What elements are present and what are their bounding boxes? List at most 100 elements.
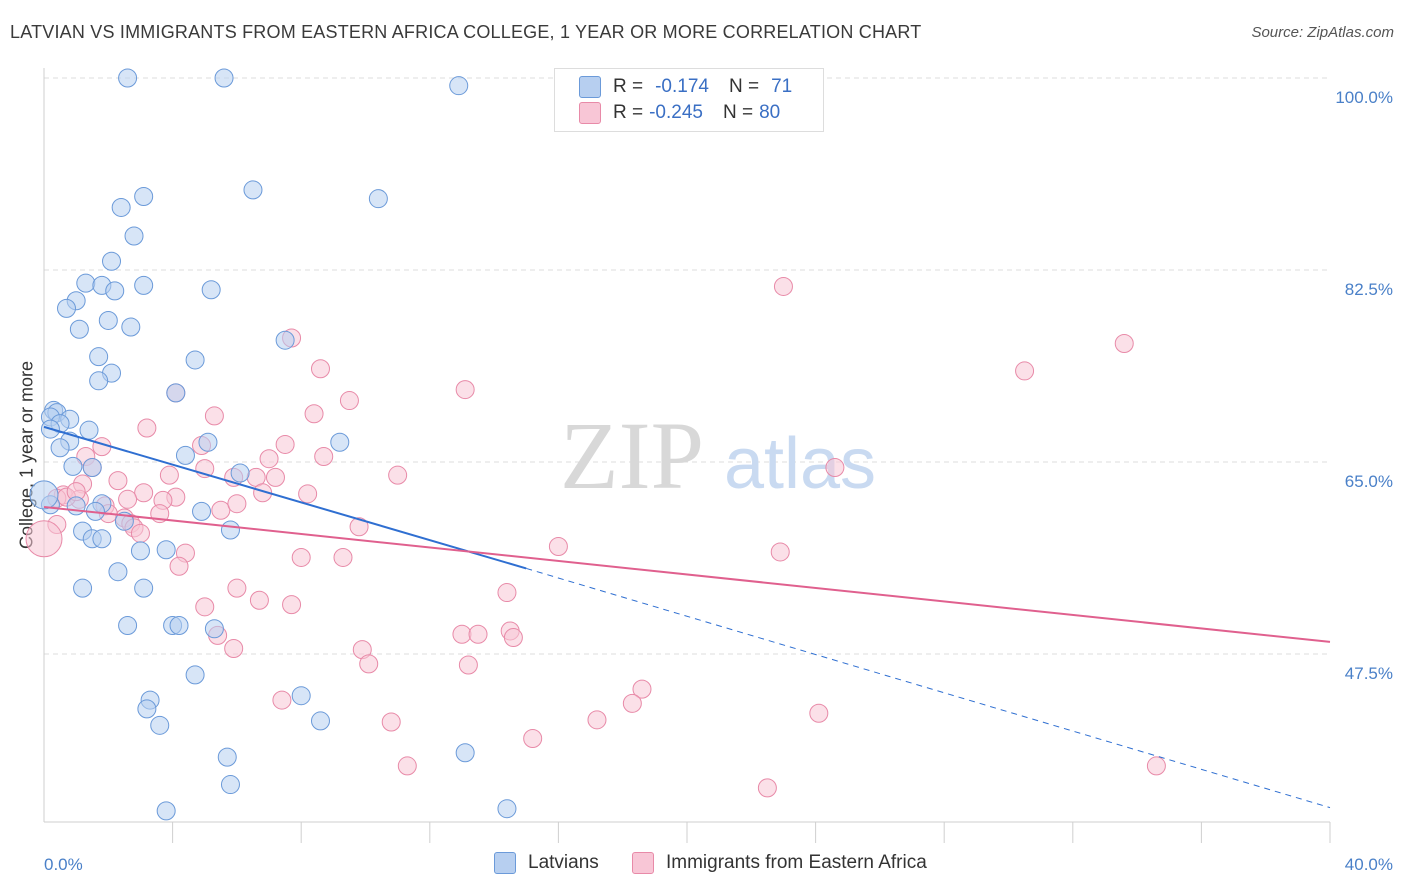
axis-layer — [43, 68, 1331, 843]
legend-n-value: 80 — [759, 102, 781, 123]
point-eastern-africa — [108, 471, 128, 491]
trend-line-eastern-africa — [43, 505, 1331, 643]
legend-swatch-pink — [579, 102, 601, 124]
point-latvians — [368, 189, 388, 209]
point-latvians — [214, 68, 234, 88]
point-eastern-africa — [159, 465, 179, 485]
point-eastern-africa — [359, 654, 379, 674]
point-eastern-africa — [291, 547, 311, 567]
legend-r-value: -0.245 — [649, 102, 703, 123]
grid-layer — [44, 77, 1330, 655]
point-latvians — [82, 457, 102, 477]
legend-row-latvians: R = -0.174 N = 71 — [579, 75, 792, 99]
point-eastern-africa — [227, 494, 247, 514]
point-eastern-africa — [381, 712, 401, 732]
point-eastern-africa — [25, 520, 63, 558]
legend-r-value: -0.174 — [655, 76, 709, 97]
point-eastern-africa — [809, 703, 829, 723]
point-latvians — [134, 578, 154, 598]
point-eastern-africa — [455, 380, 475, 400]
point-eastern-africa — [497, 583, 517, 603]
legend-swatch-blue — [579, 76, 601, 98]
point-latvians — [198, 432, 218, 452]
point-eastern-africa — [339, 391, 359, 411]
trend-line-latvians-extension — [526, 567, 1331, 809]
point-latvians — [220, 520, 240, 540]
point-latvians — [57, 298, 77, 318]
point-latvians — [102, 251, 122, 271]
point-latvians — [201, 280, 221, 300]
point-eastern-africa — [272, 690, 292, 710]
point-eastern-africa — [310, 359, 330, 379]
point-latvians — [121, 317, 141, 337]
point-eastern-africa — [304, 404, 324, 424]
point-latvians — [175, 445, 195, 465]
point-latvians — [66, 496, 86, 516]
point-latvians — [169, 615, 189, 635]
point-eastern-africa — [452, 624, 472, 644]
point-latvians — [156, 540, 176, 560]
point-latvians — [76, 273, 96, 293]
series-latvians-points — [29, 68, 517, 821]
point-latvians — [217, 747, 237, 767]
legend-item-latvians[interactable]: Latvians — [494, 852, 599, 874]
point-eastern-africa — [314, 447, 334, 467]
chart-title: LATVIAN VS IMMIGRANTS FROM EASTERN AFRIC… — [10, 22, 922, 42]
point-latvians — [108, 562, 128, 582]
point-latvians — [455, 743, 475, 763]
point-latvians — [118, 615, 138, 635]
x-tick-label: 0.0% — [44, 855, 83, 874]
y-tick-label: 100.0% — [1335, 88, 1393, 107]
point-eastern-africa — [1015, 361, 1035, 381]
point-eastern-africa — [632, 679, 652, 699]
point-eastern-africa — [825, 457, 845, 477]
point-latvians — [50, 438, 70, 458]
point-eastern-africa — [757, 778, 777, 798]
point-latvians — [230, 463, 250, 483]
point-latvians — [29, 480, 59, 510]
point-eastern-africa — [333, 547, 353, 567]
point-eastern-africa — [137, 418, 157, 438]
legend-label-latvians: Latvians — [528, 852, 599, 873]
point-latvians — [220, 775, 240, 795]
point-eastern-africa — [130, 523, 150, 543]
trend-line-latvians — [43, 425, 527, 570]
point-eastern-africa — [265, 467, 285, 487]
point-eastern-africa — [1146, 756, 1166, 776]
point-eastern-africa — [298, 484, 318, 504]
point-latvians — [243, 180, 263, 200]
point-latvians — [98, 310, 118, 330]
point-latvians — [111, 197, 131, 217]
point-eastern-africa — [224, 639, 244, 659]
y-tick-label: 65.0% — [1345, 472, 1393, 491]
legend-swatch-pink — [632, 852, 654, 874]
point-latvians — [92, 529, 112, 549]
point-latvians — [73, 578, 93, 598]
point-eastern-africa — [458, 655, 478, 675]
point-latvians — [291, 686, 311, 706]
point-eastern-africa — [770, 542, 790, 562]
legend-n-value: 71 — [771, 76, 793, 97]
point-latvians — [134, 186, 154, 206]
legend-n-label: N = — [728, 76, 760, 97]
point-latvians — [124, 226, 144, 246]
point-eastern-africa — [195, 597, 215, 617]
watermark: ZIP atlas — [560, 402, 876, 509]
point-latvians — [130, 541, 150, 561]
point-latvians — [275, 330, 295, 350]
watermark-atlas: atlas — [724, 424, 876, 504]
point-eastern-africa — [118, 489, 138, 509]
point-eastern-africa — [169, 556, 189, 576]
point-eastern-africa — [227, 578, 247, 598]
legend-n-label: N = — [722, 102, 754, 123]
point-eastern-africa — [548, 536, 568, 556]
series-eastern-africa-points — [25, 276, 1166, 798]
point-latvians — [89, 371, 109, 391]
x-tick-label: 40.0% — [1345, 855, 1393, 874]
legend-item-eastern-africa[interactable]: Immigrants from Eastern Africa — [632, 852, 927, 874]
point-latvians — [69, 319, 89, 339]
point-latvians — [204, 619, 224, 639]
stats-legend: R = -0.174 N = 71 R = -0.245 N = 80 — [554, 68, 824, 132]
tick-labels: 47.5% 65.0% 82.5% 100.0% 0.0% 40.0% — [44, 88, 1393, 874]
